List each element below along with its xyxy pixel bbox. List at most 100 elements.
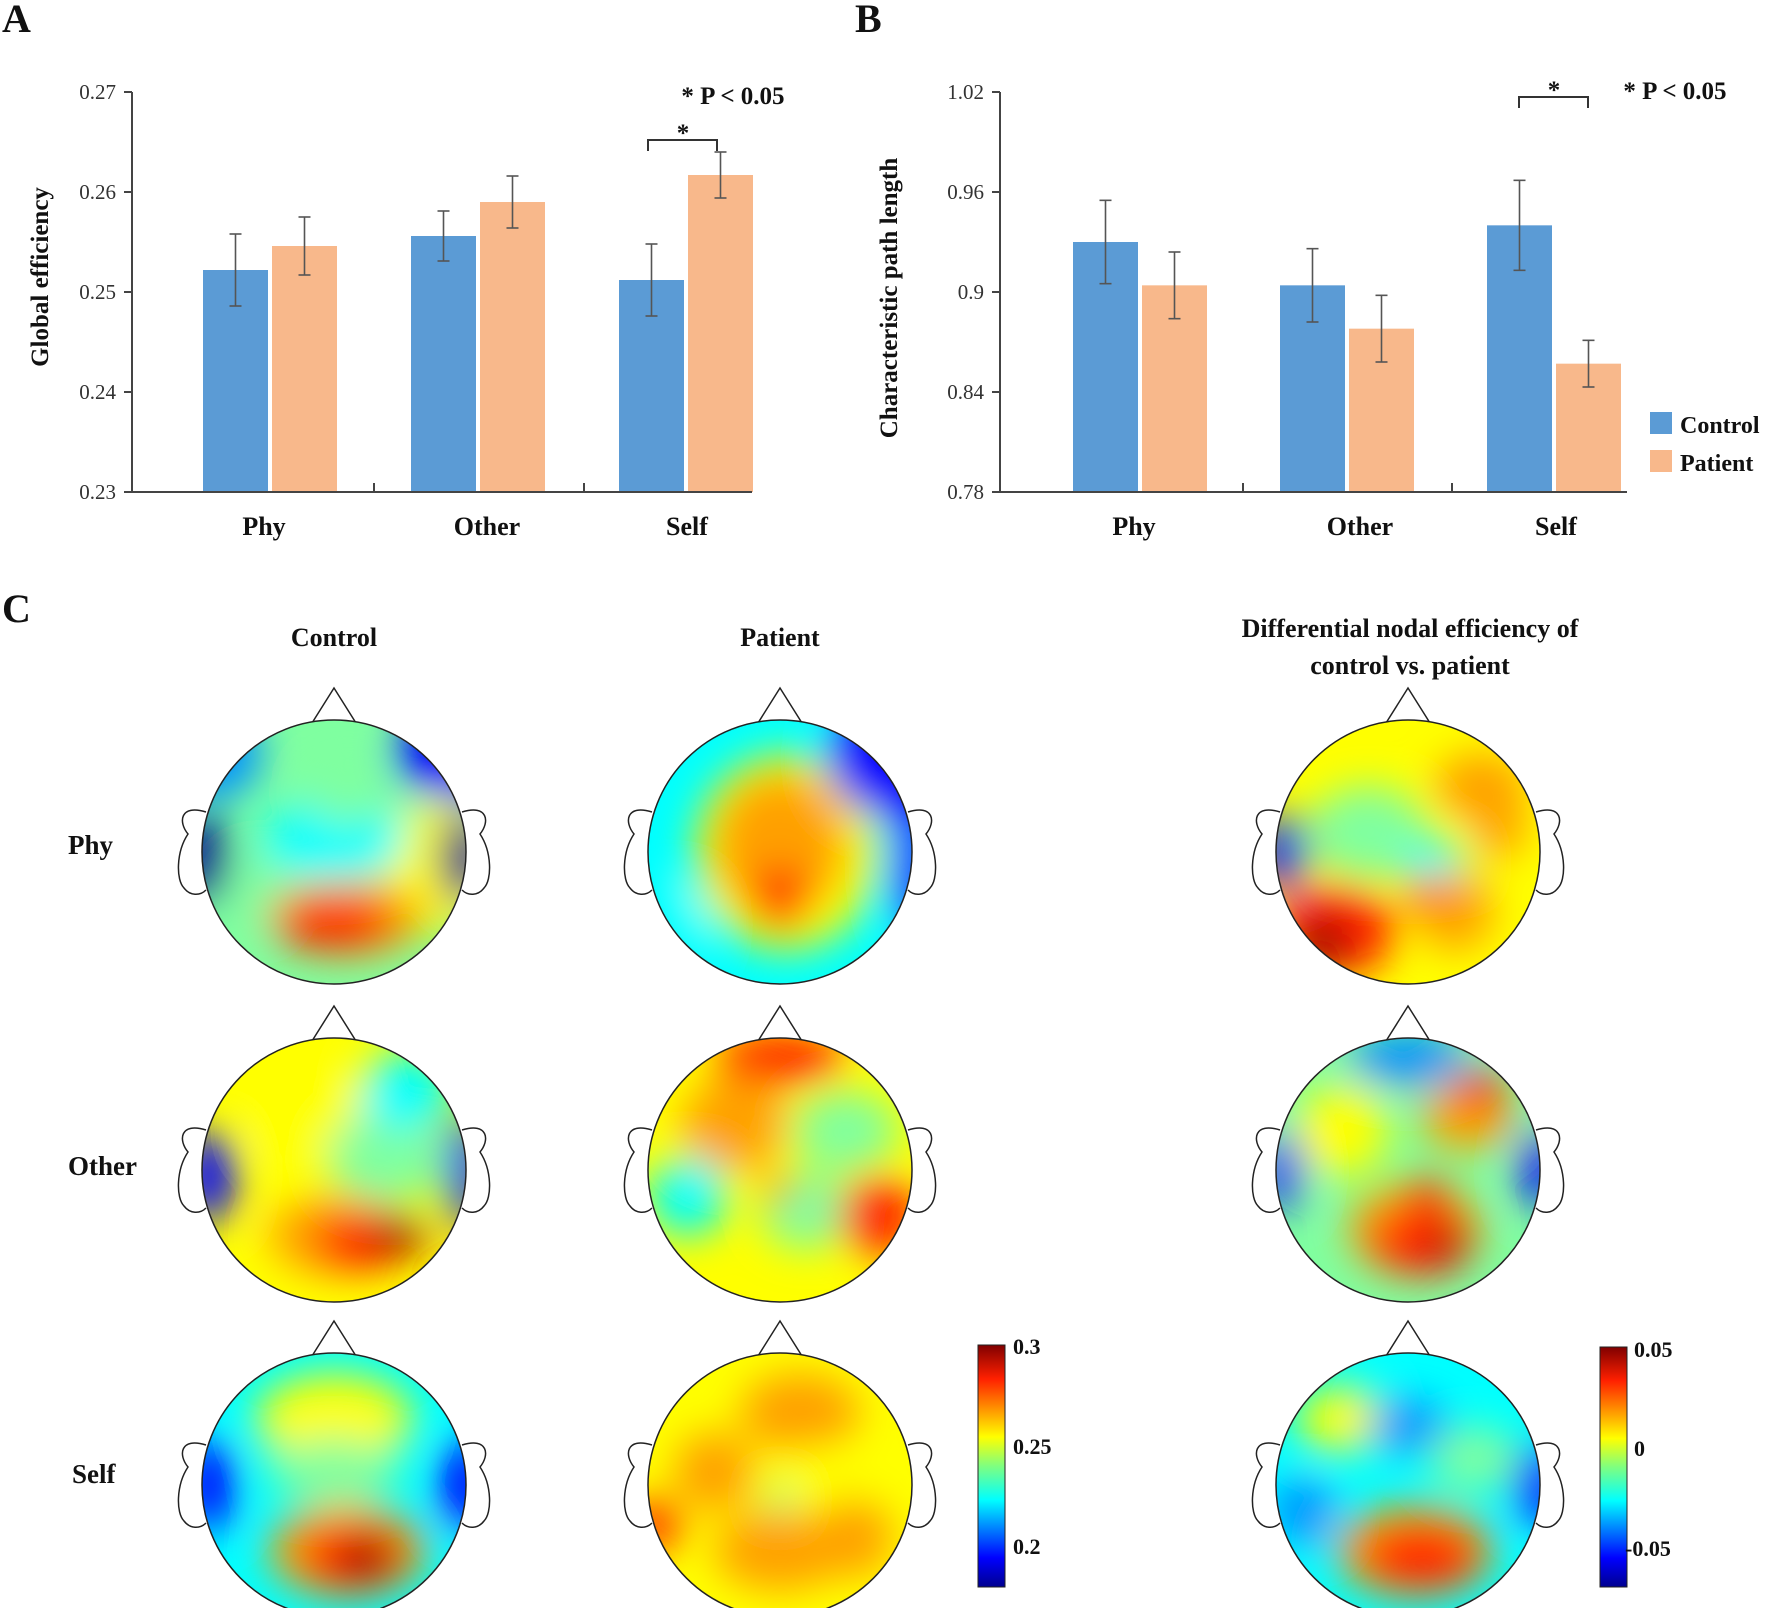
panel-label-c: C	[2, 586, 31, 631]
chart-b-categories: Phy Other Self	[1112, 512, 1577, 541]
map-blob	[1368, 1209, 1474, 1276]
colorbar-efficiency	[977, 1344, 1006, 1588]
chart-a-error-bars	[229, 151, 727, 317]
y-tick-label: 0.27	[79, 80, 116, 104]
head-map-fill	[202, 1353, 466, 1608]
map-blob	[1474, 792, 1527, 859]
nose-outline	[311, 686, 357, 724]
column-title-patient: Patient	[740, 623, 820, 652]
map-blob	[740, 1372, 860, 1452]
bar-patient-other	[480, 202, 545, 492]
column-title-control: Control	[291, 623, 377, 652]
map-blob	[1276, 1478, 1336, 1545]
chart-b-ylabel: Characteristic path length	[876, 158, 903, 439]
map-blob	[393, 720, 466, 800]
head-map-control-other	[177, 1004, 491, 1303]
ear-outline	[907, 809, 937, 895]
map-blob	[373, 1216, 427, 1256]
ear-outline	[623, 1442, 653, 1528]
head-map-fill	[1276, 720, 1540, 984]
map-blob	[1276, 1130, 1303, 1210]
map-blob	[714, 772, 846, 919]
map-blob	[202, 1130, 236, 1223]
y-tick-label: 0.24	[79, 380, 116, 404]
map-blob	[714, 1038, 846, 1085]
head-map-diff-other	[1251, 1004, 1565, 1303]
chart-a-categories: Phy Other Self	[242, 512, 708, 541]
head-outline	[201, 1352, 467, 1608]
head-map-control-self	[177, 1319, 491, 1608]
row-label-other: Other	[68, 1151, 137, 1181]
topographic-maps	[177, 686, 1565, 1608]
map-blob	[1309, 786, 1428, 879]
map-blob	[1276, 812, 1307, 892]
ear-outline	[461, 809, 491, 895]
head-map-fill	[1276, 1038, 1540, 1302]
map-blob	[753, 865, 807, 932]
ear-outline	[1251, 809, 1281, 895]
map-blob	[274, 898, 394, 951]
category-label: Phy	[1112, 512, 1155, 541]
head-outline	[647, 719, 913, 985]
head-map-control-phy	[177, 686, 491, 985]
map-blob	[268, 1438, 400, 1505]
map-blob	[1348, 1038, 1468, 1085]
legend-control-swatch	[1650, 412, 1672, 434]
head-map-diff-phy	[1251, 686, 1565, 985]
head-map-diff-self	[1251, 1319, 1565, 1608]
ear-outline	[461, 1442, 491, 1528]
ear-outline	[623, 1127, 653, 1213]
map-blob	[1295, 918, 1349, 971]
bar-control-other	[411, 236, 476, 492]
colorbar-difference-mid: 0	[1634, 1436, 1645, 1461]
map-blobs	[202, 1051, 466, 1276]
map-blobs	[648, 1372, 893, 1591]
colorbar-efficiency-min: 0.2	[1013, 1534, 1041, 1559]
y-tick-label: 0.84	[947, 380, 984, 404]
panel-label-a: A	[2, 0, 31, 41]
category-label: Self	[1535, 512, 1577, 541]
map-blob	[307, 759, 387, 826]
ear-outline	[907, 1442, 937, 1528]
nose-outline	[1385, 1319, 1431, 1357]
bar-control-phy	[203, 270, 268, 492]
column-title-diff-line2: control vs. patient	[1310, 651, 1510, 680]
ear-outline	[623, 809, 653, 895]
chart-b-error-bars	[1099, 179, 1595, 388]
head-map-fill	[202, 1038, 466, 1302]
map-blobs	[202, 1372, 466, 1598]
head-outline	[647, 1352, 913, 1608]
head-map-patient-phy	[623, 686, 937, 985]
map-blob	[1431, 1226, 1464, 1259]
y-tick-label: 0.26	[79, 180, 116, 204]
ear-outline	[1251, 1127, 1281, 1213]
chart-b-p-annotation: * P < 0.05	[1623, 78, 1726, 105]
map-blob	[446, 1110, 466, 1230]
nose-outline	[311, 1004, 357, 1042]
map-blob	[439, 812, 466, 905]
chart-b-significance-star: *	[1548, 77, 1561, 104]
y-tick-label: 0.96	[947, 180, 984, 204]
map-blob	[1368, 1399, 1448, 1452]
map-blob	[674, 1432, 754, 1512]
head-map-patient-other	[623, 1004, 937, 1303]
head-outline	[1275, 1352, 1541, 1608]
ear-outline	[177, 1442, 207, 1528]
chart-a-bars	[203, 175, 753, 492]
chart-a-p-annotation: * P < 0.05	[681, 83, 784, 110]
nose-outline	[311, 1319, 357, 1357]
nose-outline	[757, 1319, 803, 1357]
ear-outline	[1535, 809, 1565, 895]
y-tick-label: 1.02	[947, 80, 984, 104]
y-tick-label: 0.23	[79, 480, 116, 504]
category-label: Phy	[242, 512, 285, 541]
map-blob	[1408, 1176, 1448, 1217]
y-tick-label: 0.78	[947, 480, 984, 504]
head-map-fill	[648, 1353, 912, 1608]
head-outline	[1275, 719, 1541, 985]
category-label: Self	[666, 512, 708, 541]
map-blob	[681, 1077, 787, 1171]
colorbar-difference-min: -0.05	[1625, 1536, 1671, 1561]
nose-outline	[1385, 1004, 1431, 1042]
